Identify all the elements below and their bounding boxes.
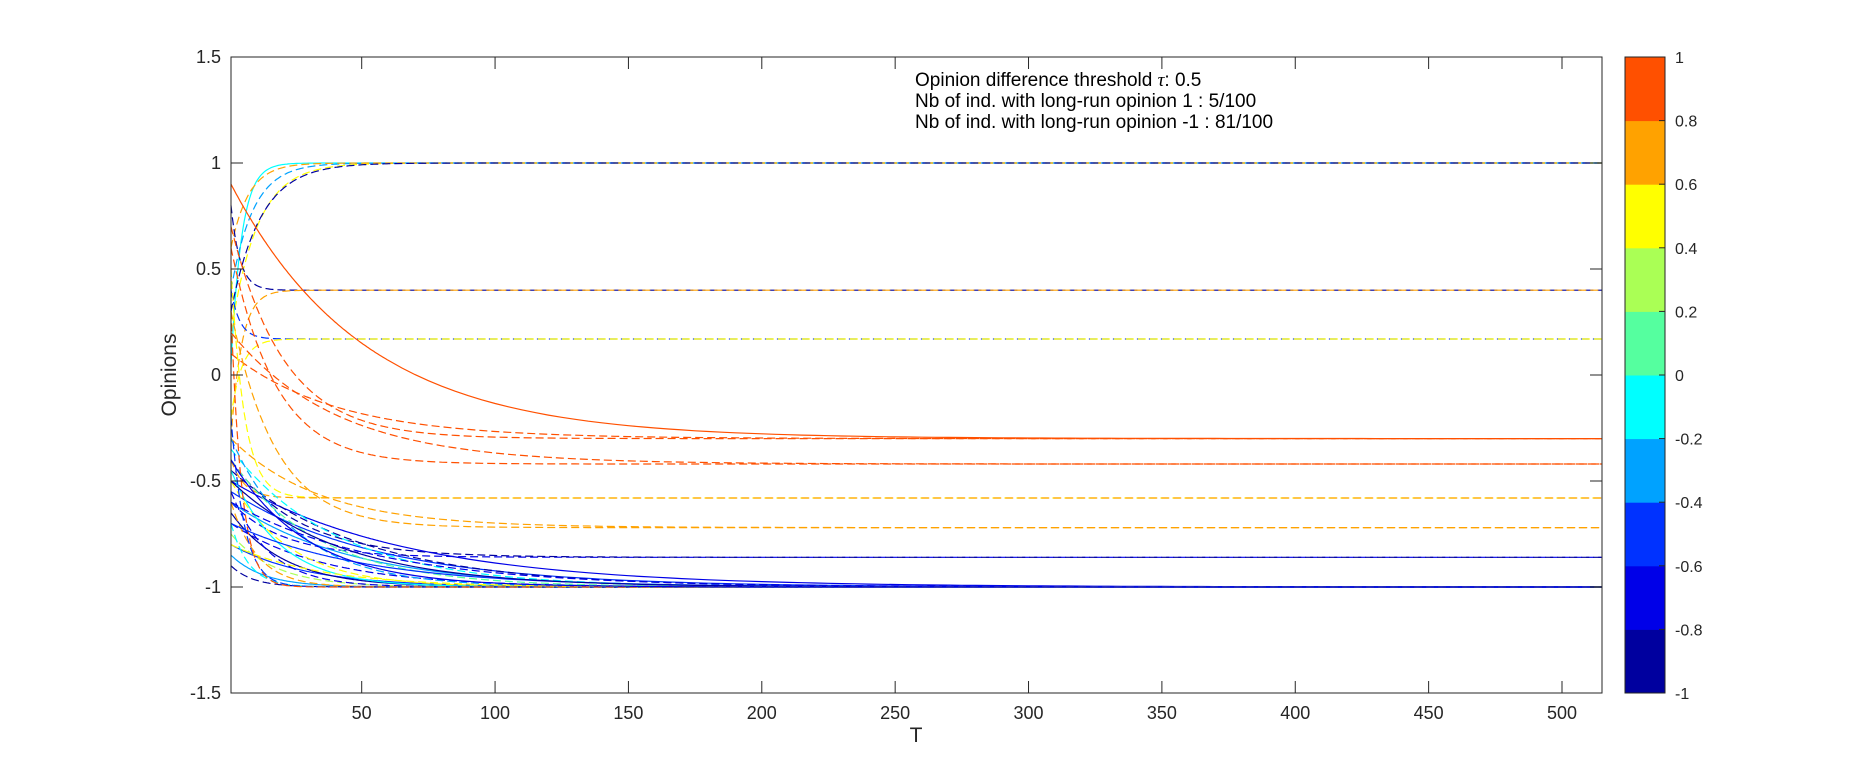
x-axis-label: T — [910, 724, 923, 747]
colorbar-label-5: 0 — [1675, 368, 1684, 385]
annotation-threshold-suffix: : 0.5 — [1164, 70, 1201, 91]
colorbar-segment-6 — [1625, 247, 1665, 312]
annotation-threshold-prefix: Opinion difference threshold — [915, 70, 1158, 91]
y-axis-label: Opinions — [158, 334, 181, 417]
annotation-long-run-negative: Nb of ind. with long-run opinion -1 : 81… — [915, 112, 1273, 133]
y-tick-label-6: 1.5 — [196, 47, 221, 67]
series-line-8 — [230, 338, 1602, 418]
series-line-13 — [230, 247, 1602, 465]
colorbar-label-2: 0.6 — [1675, 177, 1697, 194]
colorbar-segment-7 — [1625, 184, 1665, 249]
colorbar-segment-0 — [1625, 629, 1665, 694]
colorbar-label-3: 0.4 — [1675, 241, 1697, 258]
x-tick-label-2: 150 — [613, 703, 643, 723]
colorbar-label-7: -0.4 — [1675, 495, 1703, 512]
colorbar: 1 0.8 0.6 0.4 0.2 0 -0.2 -0.4 -0.6 -0.8 -1 — [1624, 50, 1703, 703]
colorbar-label-9: -0.8 — [1675, 622, 1703, 639]
colorbar-segment-1 — [1625, 565, 1665, 630]
series-layer — [230, 162, 1603, 588]
annotation-threshold-symbol: τ — [1158, 70, 1166, 91]
annotation-long-run-positive: Nb of ind. with long-run opinion 1 : 5/1… — [915, 91, 1256, 112]
colorbar-segment-3 — [1625, 438, 1665, 503]
x-tick-label-4: 250 — [880, 703, 910, 723]
x-tick-label-7: 400 — [1280, 703, 1310, 723]
y-tick-label-0: -1.5 — [190, 683, 221, 703]
series-line-19 — [230, 459, 1602, 558]
y-tick-label-1: -1 — [205, 577, 221, 597]
y-tick-label-2: -0.5 — [190, 471, 221, 491]
series-line-1 — [230, 162, 1602, 291]
x-tick-label-9: 500 — [1547, 703, 1577, 723]
series-line-6 — [230, 289, 1602, 439]
x-tick-label-0: 50 — [352, 703, 372, 723]
series-line-2 — [230, 162, 1602, 333]
plot-background — [231, 57, 1602, 693]
y-tick-label-5: 1 — [211, 153, 221, 173]
series-line-26 — [230, 459, 1602, 588]
y-tick-label-4: 0.5 — [196, 259, 221, 279]
x-tick-label-1: 100 — [480, 703, 510, 723]
series-line-24 — [230, 448, 1602, 588]
colorbar-segment-4 — [1625, 375, 1665, 440]
colorbar-label-0: 1 — [1675, 50, 1684, 67]
series-line-17 — [230, 311, 1602, 529]
series-line-10 — [230, 353, 1602, 440]
series-line-11 — [230, 226, 1602, 440]
x-tick-label-6: 350 — [1147, 703, 1177, 723]
colorbar-segment-8 — [1625, 120, 1665, 185]
series-line-15 — [230, 459, 1602, 499]
series-line-43 — [230, 544, 1602, 588]
y-tick-label-3: 0 — [211, 365, 221, 385]
x-tick-label-3: 200 — [747, 703, 777, 723]
x-tick-label-8: 450 — [1414, 703, 1444, 723]
colorbar-label-8: -0.6 — [1675, 559, 1703, 576]
colorbar-label-1: 0.8 — [1675, 114, 1697, 131]
series-line-5 — [230, 205, 1602, 291]
colorbar-label-4: 0.2 — [1675, 304, 1697, 321]
colorbar-label-6: -0.2 — [1675, 432, 1703, 449]
colorbar-segment-2 — [1625, 502, 1665, 567]
annotation-box: Opinion difference threshold τ: 0.5 Nb o… — [915, 70, 1273, 133]
colorbar-segment-5 — [1625, 311, 1665, 376]
series-line-44 — [230, 459, 1602, 588]
x-tick-label-5: 300 — [1014, 703, 1044, 723]
colorbar-segment-9 — [1625, 57, 1665, 122]
colorbar-label-10: -1 — [1675, 686, 1689, 703]
annotation-threshold: Opinion difference threshold τ: 0.5 — [915, 70, 1201, 91]
series-line-4 — [230, 162, 1602, 312]
series-line-33 — [230, 491, 1602, 588]
tick-layer: 50 100 150 200 250 300 350 400 450 500 -1.5 -1 -0.5 0… — [190, 47, 1602, 723]
